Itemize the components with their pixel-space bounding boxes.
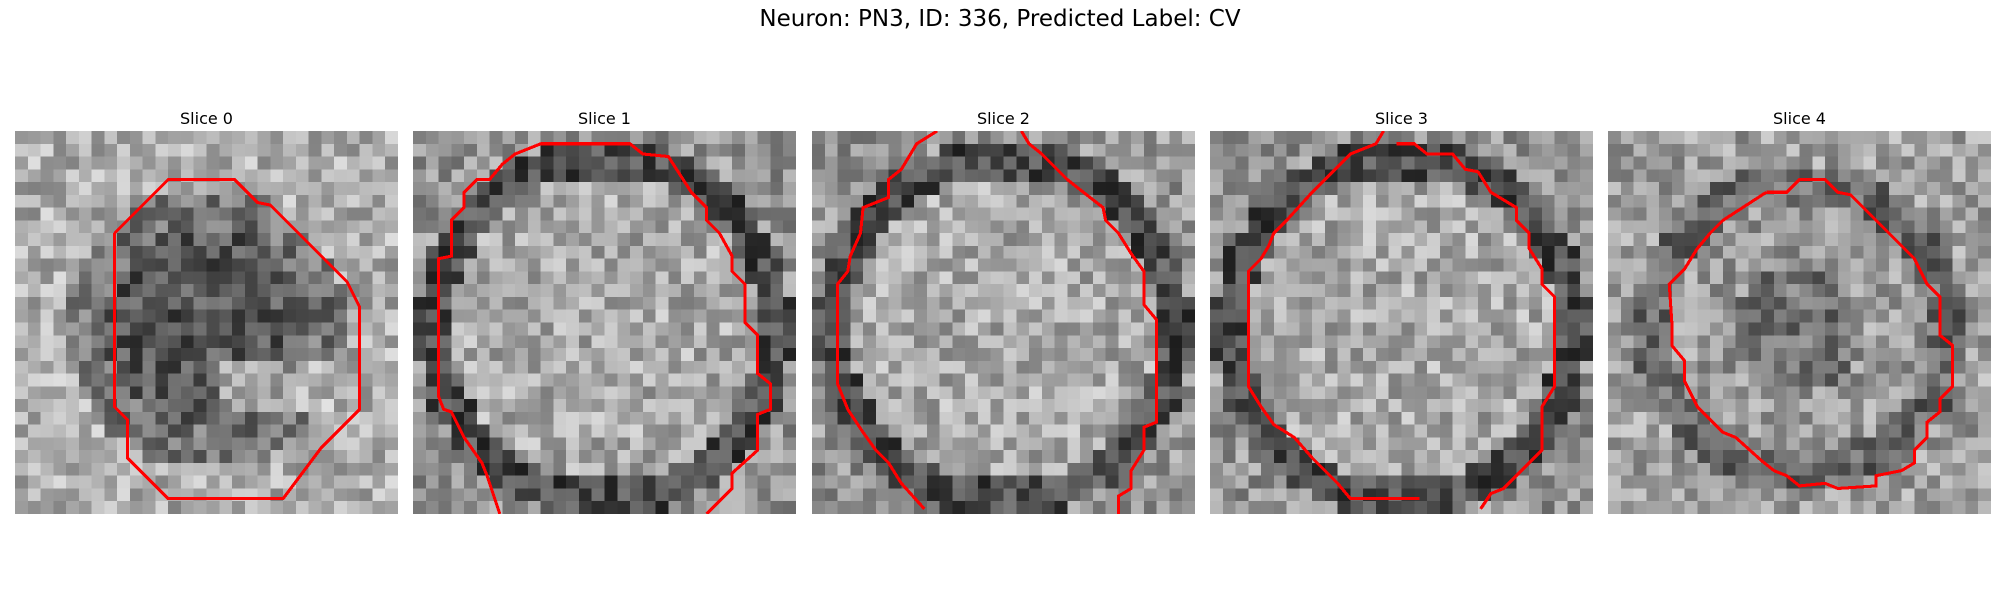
slice-panel-3: Slice 3: [1210, 107, 1593, 514]
slice-panel-0: Slice 0: [15, 107, 398, 514]
contour-outline: [437, 142, 772, 514]
slice-panel-2: Slice 2: [812, 107, 1195, 514]
contour-outline: [836, 131, 938, 510]
slice-image: [1210, 131, 1593, 514]
slice-panel-1: Slice 1: [413, 107, 796, 514]
slice-title: Slice 0: [180, 109, 233, 128]
figure-title: Neuron: PN3, ID: 336, Predicted Label: C…: [759, 6, 1241, 32]
slice-title: Slice 3: [1375, 109, 1428, 128]
slice-panel-4: Slice 4: [1608, 107, 1991, 514]
contour-outline: [113, 177, 362, 501]
slice-image: [1608, 131, 1991, 514]
contour-outline: [1246, 131, 1420, 501]
slice-title: Slice 4: [1773, 109, 1826, 128]
contour-outline: [1667, 177, 1955, 491]
slice-title: Slice 1: [578, 109, 631, 128]
contour-outline: [1020, 131, 1159, 514]
slice-image: [413, 131, 796, 514]
slice-image: [812, 131, 1195, 514]
contour-outline: [1396, 142, 1557, 510]
slice-title: Slice 2: [977, 109, 1030, 128]
slice-image: [15, 131, 398, 514]
